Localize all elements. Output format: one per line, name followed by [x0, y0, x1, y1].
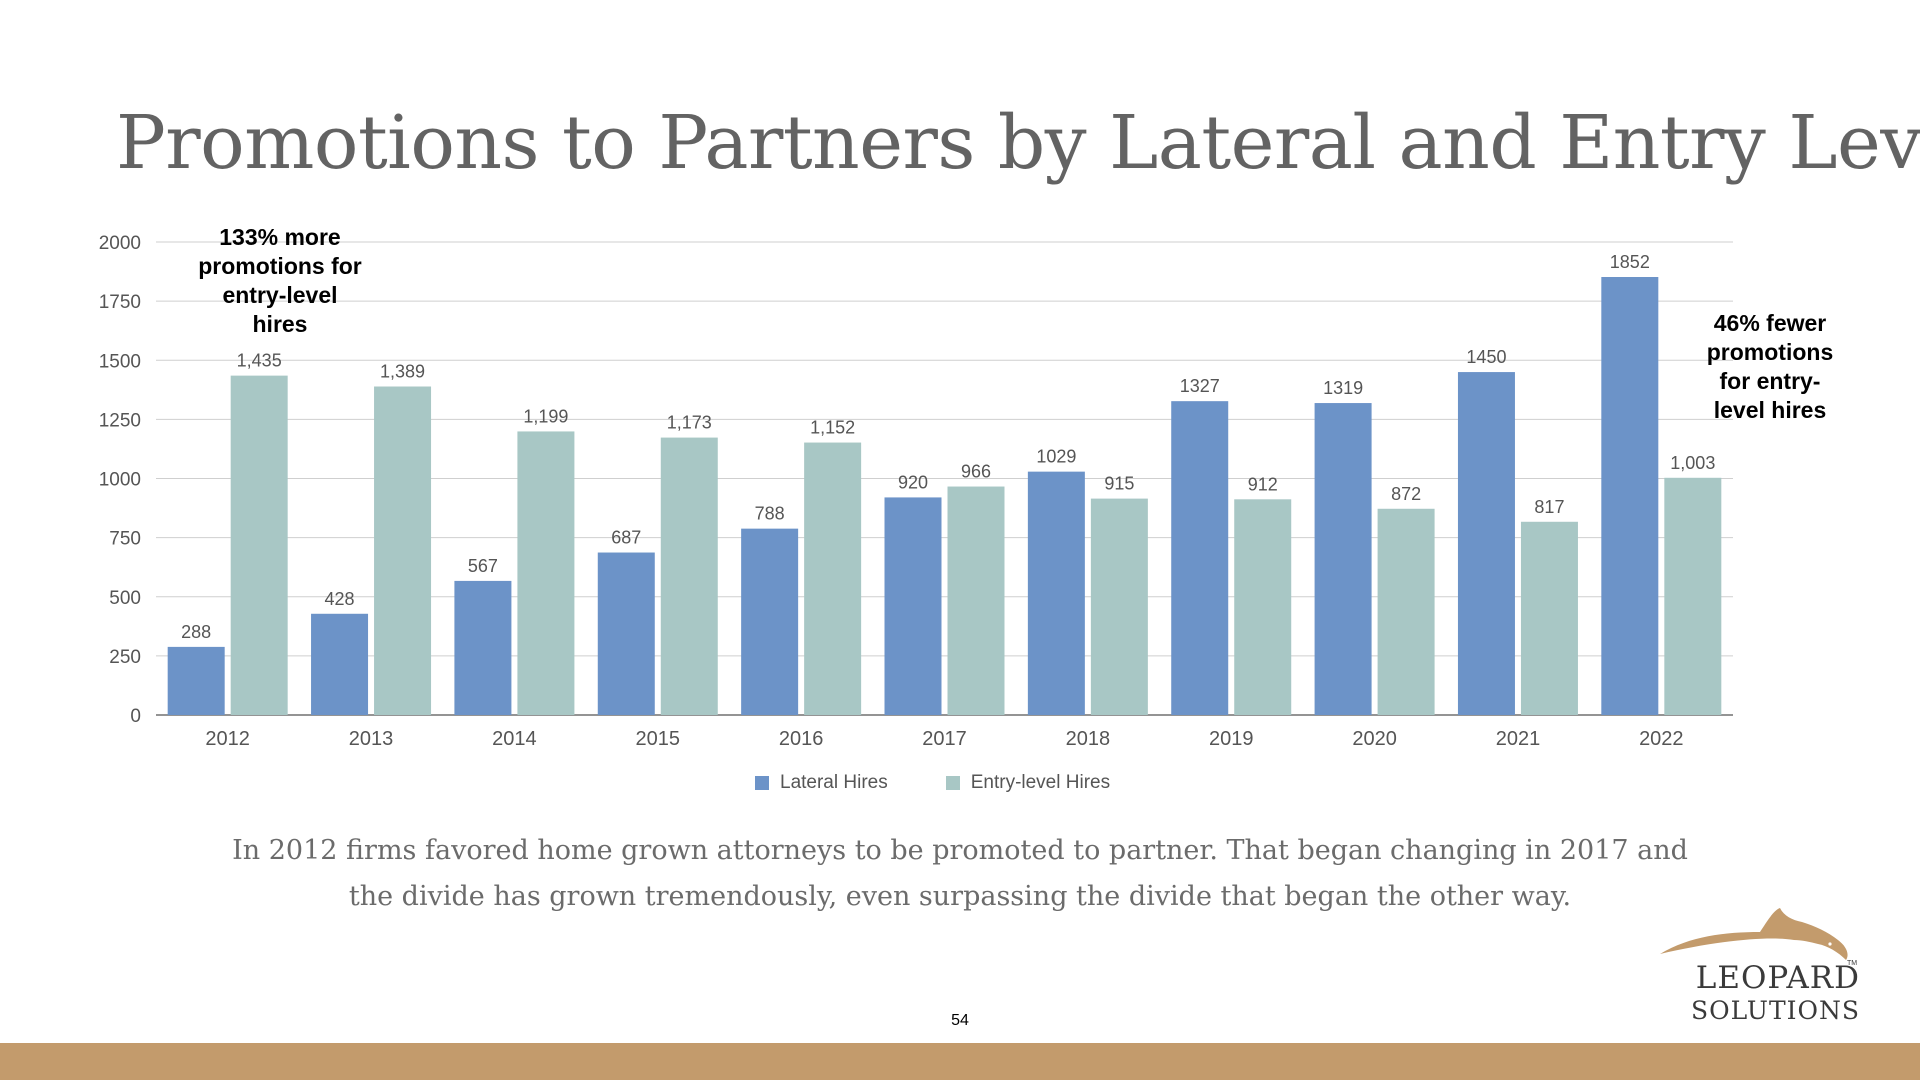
bar-lateral — [1027, 471, 1085, 715]
data-label-lateral: 788 — [755, 504, 785, 524]
bar-lateral — [1314, 403, 1372, 715]
left-callout-line: hires — [252, 311, 308, 337]
x-tick-label: 2019 — [1209, 728, 1254, 750]
caption-line: the divide has grown tremendously, even … — [348, 881, 1572, 912]
left-callout-line: entry-level — [222, 282, 338, 308]
right-callout-line: for entry- — [1719, 368, 1821, 394]
x-tick-label: 2016 — [779, 728, 824, 750]
x-tick-label: 2014 — [492, 728, 537, 750]
left-callout-line: 133% more — [219, 224, 341, 250]
data-label-entry: 912 — [1248, 474, 1278, 494]
data-label-entry: 1,199 — [523, 406, 568, 426]
slide-caption: In 2012 firms favored home grown attorne… — [210, 828, 1710, 920]
bar-lateral — [1171, 401, 1229, 715]
data-label-entry: 872 — [1391, 484, 1421, 504]
x-tick-label: 2018 — [1066, 728, 1111, 750]
bar-lateral — [741, 528, 799, 715]
y-tick-label: 1750 — [99, 292, 141, 313]
x-tick-label: 2015 — [636, 728, 681, 750]
page-number: 54 — [951, 1012, 969, 1029]
y-tick-label: 1250 — [99, 410, 141, 431]
data-label-entry: 1,152 — [810, 418, 855, 438]
data-label-entry: 1,003 — [1670, 453, 1715, 473]
bar-entry — [1520, 521, 1578, 715]
bar-entry — [230, 375, 288, 715]
slide-title: Promotions to Partners by Lateral and En… — [116, 100, 1920, 186]
footer-band — [0, 1043, 1920, 1080]
legend-swatch-lateral — [755, 776, 769, 790]
data-label-entry: 1,389 — [380, 362, 425, 382]
data-label-lateral: 1319 — [1323, 378, 1363, 398]
y-tick-label: 1500 — [99, 351, 141, 372]
bar-entry — [1234, 499, 1292, 715]
right-callout-line: 46% fewer — [1713, 310, 1827, 336]
bar-lateral — [311, 613, 369, 715]
data-label-lateral: 567 — [468, 556, 498, 576]
y-tick-label: 0 — [130, 706, 141, 727]
data-label-lateral: 1450 — [1466, 347, 1506, 367]
x-tick-label: 2013 — [349, 728, 394, 750]
left-callout-line: promotions for — [198, 253, 362, 279]
legend-item-entry: Entry-level Hires — [945, 772, 1111, 794]
x-tick-label: 2021 — [1496, 728, 1541, 750]
bar-entry — [660, 437, 718, 715]
y-tick-label: 2000 — [99, 233, 141, 254]
logo-wordmark: LEOPARD — [1695, 960, 1860, 996]
right-callout-line: promotions — [1706, 339, 1834, 365]
legend-item-lateral: Lateral Hires — [755, 772, 888, 794]
data-label-lateral: 1029 — [1036, 447, 1076, 467]
legend-label-lateral: Lateral Hires — [780, 772, 888, 793]
bar-lateral — [597, 552, 655, 715]
data-label-lateral: 920 — [898, 472, 928, 492]
legend-label-entry: Entry-level Hires — [970, 772, 1111, 793]
bar-entry — [1090, 498, 1148, 715]
data-label-entry: 817 — [1534, 497, 1564, 517]
bar-entry — [804, 442, 862, 715]
bar-entry — [1664, 477, 1722, 715]
data-label-lateral: 687 — [611, 528, 641, 548]
data-label-entry: 1,435 — [237, 351, 282, 371]
data-label-lateral: 428 — [325, 589, 355, 609]
caption-line: In 2012 firms favored home grown attorne… — [232, 835, 1688, 866]
right-callout-line: level hires — [1713, 397, 1827, 423]
data-label-entry: 966 — [961, 462, 991, 482]
leopard-icon — [1660, 908, 1848, 960]
bar-entry — [947, 486, 1005, 715]
bar-chart: 0 250 500 750 1000 1250 1500 1750 2000 288 1,435 20… — [99, 233, 1733, 750]
bar-lateral — [454, 580, 512, 715]
bar-entry — [1377, 508, 1435, 715]
bar-entry — [374, 386, 432, 715]
data-label-lateral: 1852 — [1610, 252, 1650, 272]
data-label-entry: 915 — [1104, 474, 1134, 494]
bar-lateral — [1457, 372, 1515, 715]
data-label-lateral: 1327 — [1180, 376, 1220, 396]
right-callout: 46% fewer promotions for entry- level hi… — [1685, 309, 1855, 425]
y-tick-label: 250 — [109, 647, 141, 668]
legend-swatch-entry — [945, 776, 960, 790]
y-tick-label: 500 — [109, 588, 141, 609]
left-callout: 133% more promotions for entry-level hir… — [180, 223, 380, 339]
x-tick-label: 2012 — [205, 728, 250, 750]
logo-subword: SOLUTIONS — [1691, 996, 1860, 1025]
x-tick-label: 2022 — [1639, 728, 1684, 750]
y-tick-label: 750 — [109, 529, 141, 550]
x-tick-label: 2020 — [1352, 728, 1397, 750]
bar-lateral — [1601, 277, 1659, 715]
leopard-solutions-logo: LEOPARD SOLUTIONS TM — [1650, 898, 1880, 1028]
data-label-entry: 1,173 — [667, 413, 712, 433]
x-tick-label: 2017 — [922, 728, 967, 750]
chart-legend: Lateral Hires Entry-level Hires — [755, 772, 1110, 794]
bar-entry — [517, 431, 575, 715]
logo-trademark: TM — [1847, 960, 1858, 967]
data-label-lateral: 288 — [181, 622, 211, 642]
bar-lateral — [167, 646, 225, 715]
y-tick-label: 1000 — [99, 470, 141, 491]
bar-lateral — [884, 497, 942, 715]
